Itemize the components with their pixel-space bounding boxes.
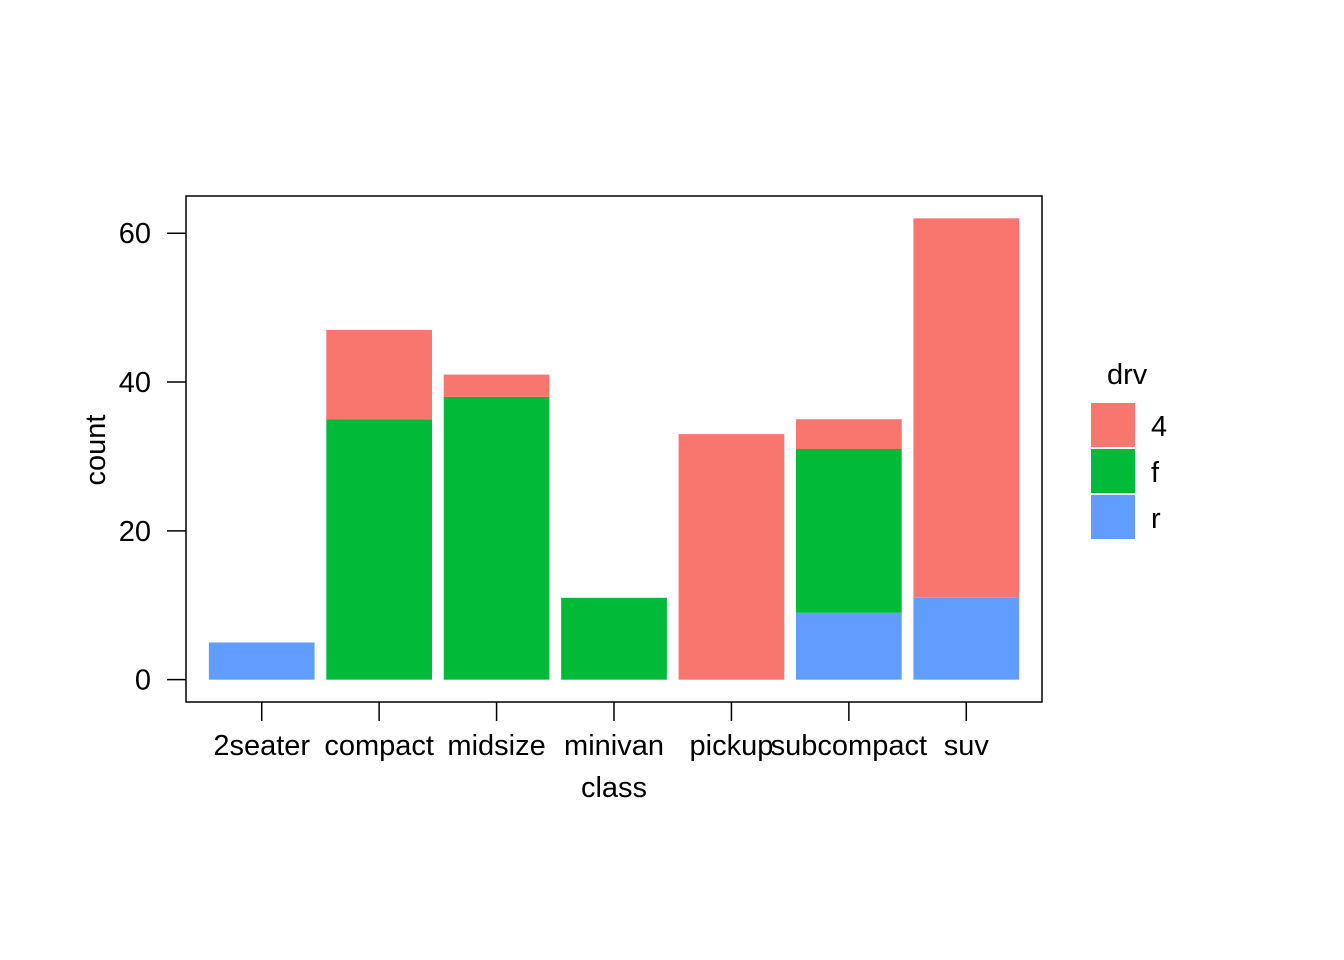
y-tick-label: 60 [119,218,151,250]
bar-subcompact-4 [796,419,902,449]
legend-key-r [1091,495,1135,539]
bar-2seater-r [208,642,315,680]
legend-key-f [1091,449,1135,493]
legend-label: f [1151,457,1160,489]
y-tick-label: 0 [135,665,151,697]
bars-layer [208,218,1020,680]
legend-label: 4 [1151,411,1167,443]
y-tick-label: 20 [119,516,151,548]
x-axis: 2seater compact midsize minivan pickupsubcom… [213,702,989,762]
y-axis-title: count [80,415,112,486]
x-tick-label: compact [324,730,434,762]
y-tick-label: 40 [119,367,151,399]
bar-suv-r [913,597,1020,680]
x-tick-label: midsize [447,730,545,762]
y-axis: 0 20 40 60 [119,218,186,697]
bar-compact-4 [326,329,432,420]
bar-subcompact-f [796,449,902,613]
x-tick-label: minivan [564,730,664,762]
bar-compact-f [326,419,432,680]
bar-midsize-f [443,396,550,680]
bar-subcompact-r [796,612,902,680]
legend-label: r [1151,503,1161,535]
legend-key-4 [1091,403,1135,447]
bar-pickup-4 [678,434,785,680]
bar-suv-4 [913,218,1020,598]
legend-title: drv [1107,359,1148,391]
x-axis-title: class [581,772,647,804]
bar-minivan-f [561,597,667,680]
bar-midsize-4 [443,374,550,397]
x-tick-label: 2seater [213,730,310,762]
x-tick-label: subcompact [771,730,927,762]
legend: drv 4 fr [1091,359,1167,539]
x-tick-label: pickup [690,730,774,762]
x-tick-label: suv [944,730,990,762]
